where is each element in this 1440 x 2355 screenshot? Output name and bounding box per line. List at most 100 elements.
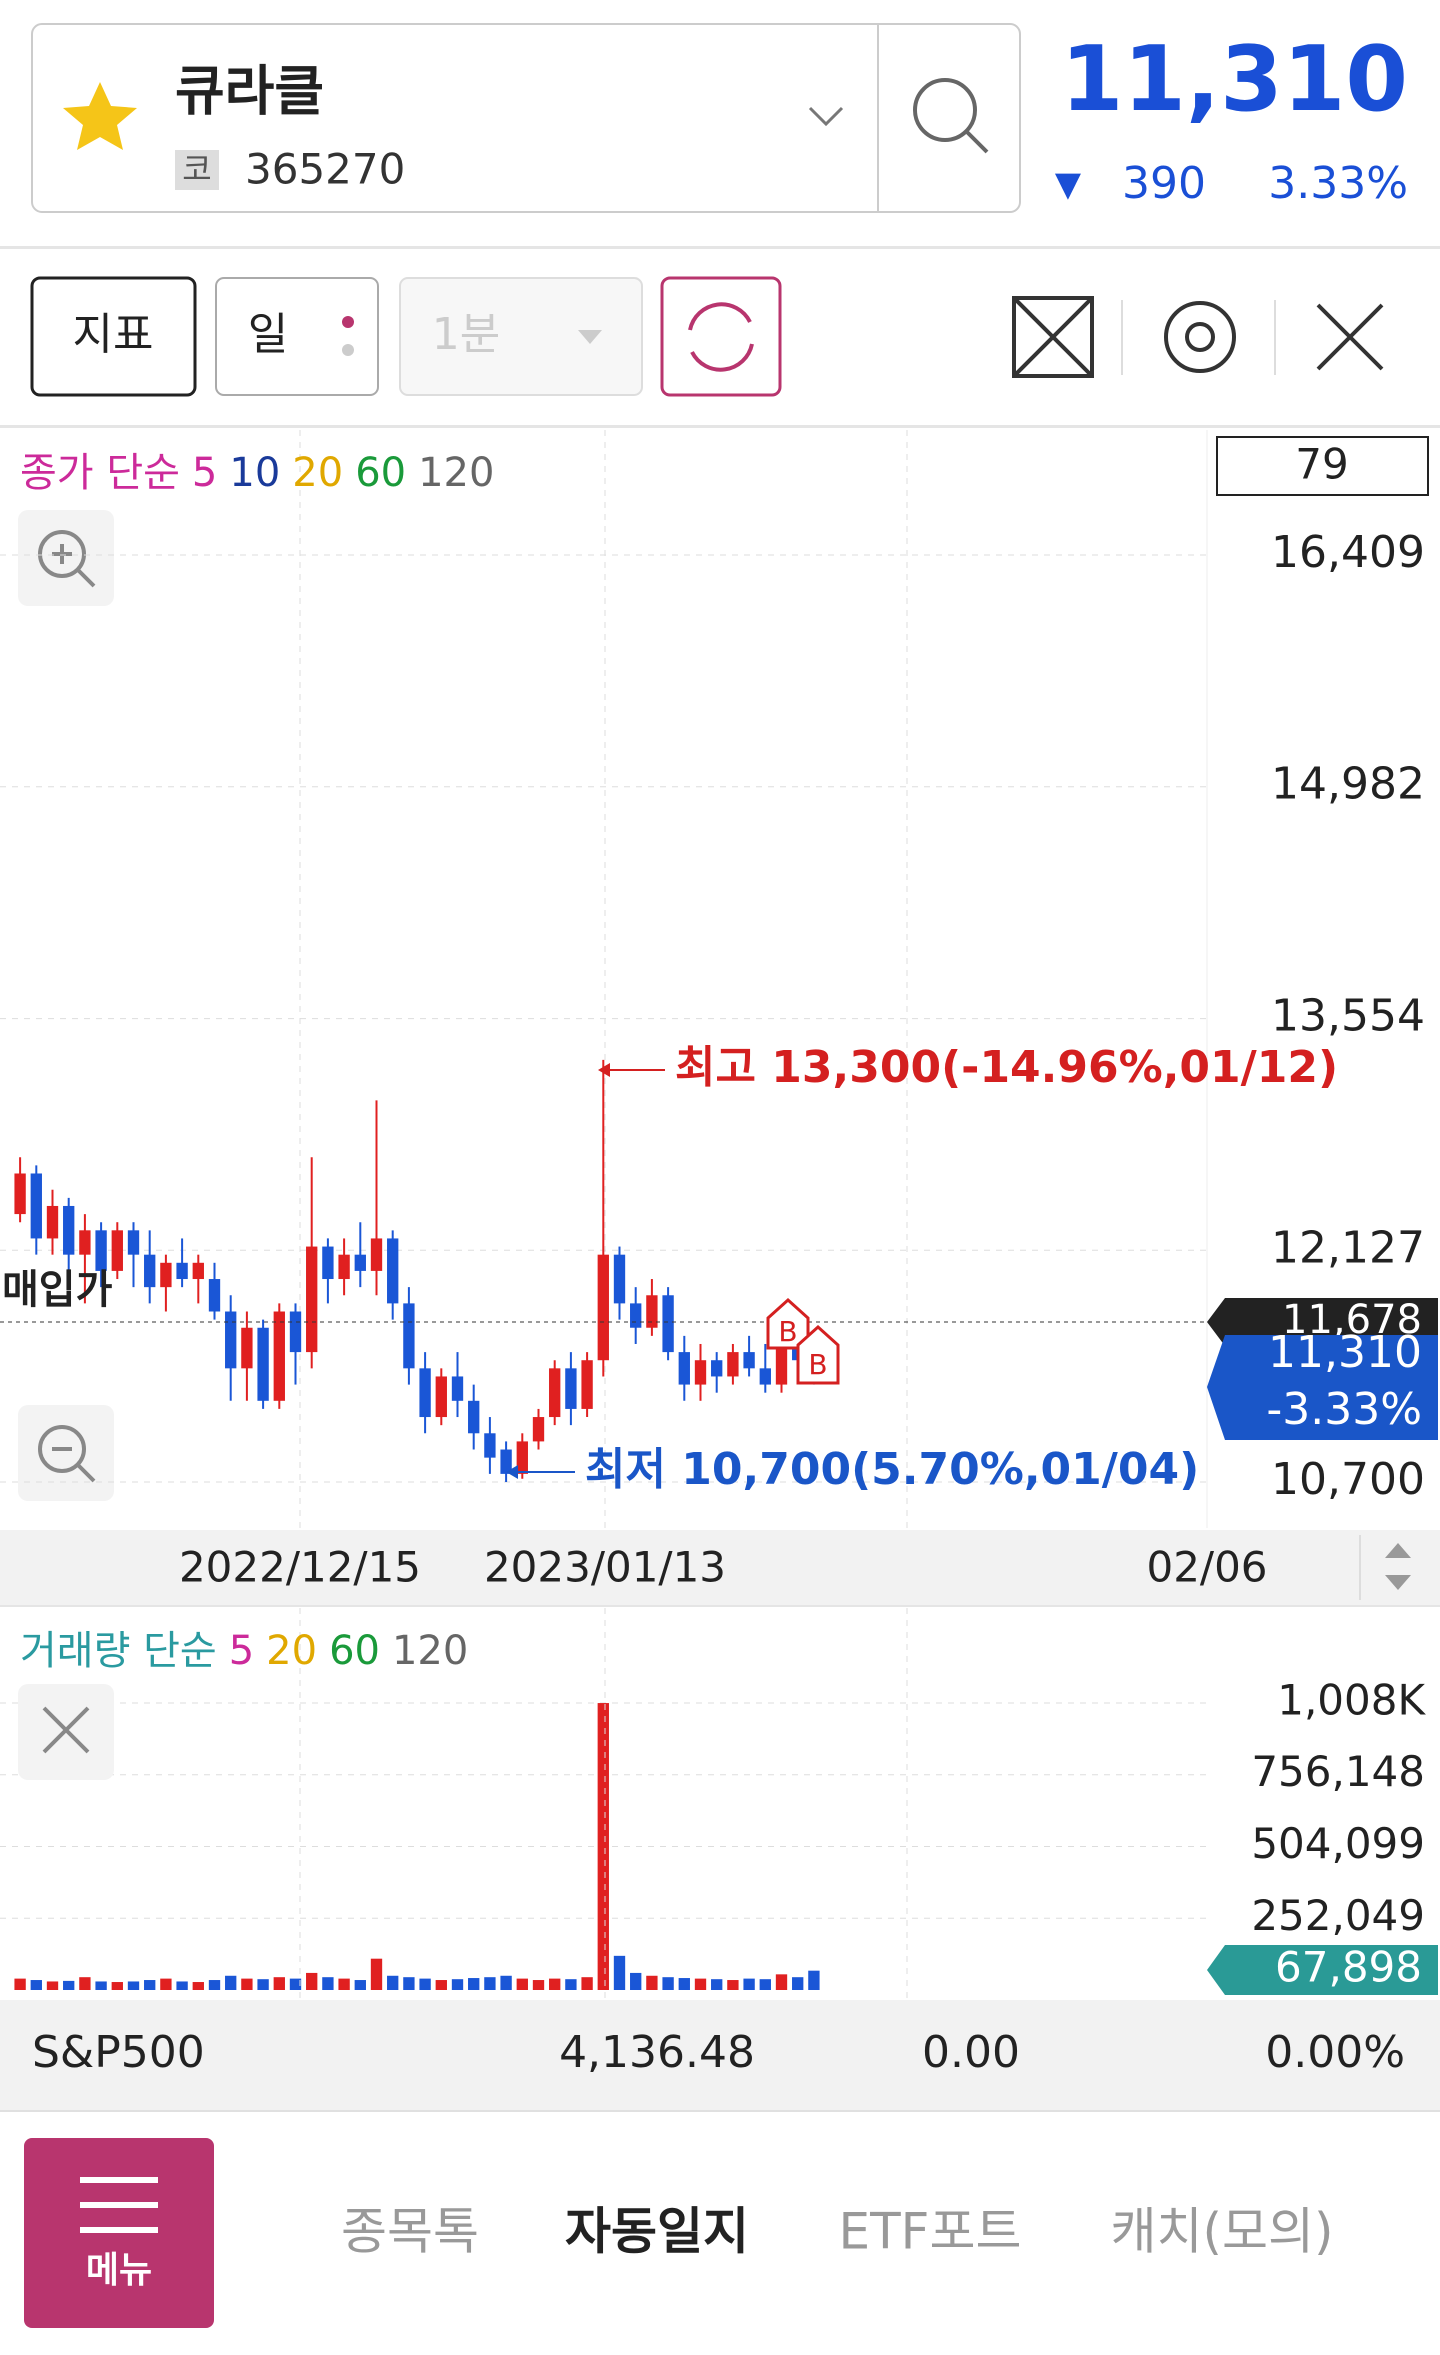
scroll-arrows[interactable] [1385,1543,1411,1590]
index-change: 0.00 [922,2027,1020,2078]
volume-bar [111,1982,123,1990]
candle-body [14,1173,26,1215]
candle-body [678,1352,690,1385]
volume-bar [192,1982,204,1990]
volume-bar [225,1975,237,1990]
volume-bar [176,1981,188,1990]
candle-body [79,1230,91,1255]
candle-body [241,1327,253,1369]
index-value: 4,136.48 [559,2027,755,2078]
volume-bar [581,1977,593,1990]
x-label: 2023/01/13 [484,1543,726,1592]
candle-body [322,1246,334,1280]
interval-label: 1분 [432,309,500,360]
zoom-out[interactable] [18,1405,114,1501]
purchase-label: 매입가 [2,1267,113,1313]
volume-bar [354,1980,366,1990]
separator [0,425,1440,428]
zoom-in[interactable] [18,510,114,606]
candle-body [354,1254,366,1271]
volume-bar [484,1977,496,1990]
candle-body [30,1173,42,1239]
y-tick-label: 16,409 [1271,527,1425,578]
volume-bar [257,1979,269,1990]
arrow-head [506,1465,518,1479]
candle-body [273,1311,285,1401]
close-volume[interactable] [18,1684,114,1780]
candle-body [338,1254,350,1280]
favorite-star[interactable] [63,82,137,150]
y-tick-label: 12,127 [1271,1222,1425,1273]
count: 79 [1295,440,1348,489]
candle-body [630,1303,642,1328]
volume-legend: 거래량 단순 5 20 60 120 [20,1628,468,1674]
index-bar[interactable] [0,2000,1440,2110]
candle-body [565,1368,577,1409]
candle-body [419,1368,431,1418]
current-volume: 67,898 [1275,1943,1422,1992]
search-icon[interactable] [913,78,977,142]
candle-body [711,1360,723,1377]
volume-bar [565,1979,577,1990]
interval-button[interactable] [399,277,643,396]
y-tick-label: 10,700 [1271,1454,1425,1505]
volume-bar [14,1978,26,1990]
volume-bar [775,1974,788,1990]
nav-tab[interactable]: 캐치(모의) [1110,2203,1333,2261]
fullscreen-icon[interactable] [1012,296,1094,378]
candle-body [532,1417,545,1442]
y-tick-label: 1,008K [1277,1676,1426,1725]
legend-item: 5 [192,450,217,496]
volume-bar [500,1975,512,1990]
candle-body [160,1262,172,1288]
y-tick-label: 252,049 [1251,1891,1425,1940]
volume-bar [451,1979,464,1990]
arrow-head [598,1063,610,1077]
candle-body [500,1449,512,1474]
separator [0,246,1440,249]
volume-bar [46,1981,59,1990]
volume-bar [338,1978,350,1990]
volume-bar [79,1977,91,1990]
y-tick-label: 504,099 [1251,1819,1425,1868]
menu-icon [80,2177,158,2233]
market-badge-bg [175,150,219,190]
current-price: 11,310 [1061,27,1408,132]
period-button[interactable] [215,277,379,396]
search-box[interactable] [31,23,1021,213]
volume-bar [241,1978,253,1990]
stock-code: 365270 [245,145,405,194]
refresh-icon [688,302,754,372]
purchase-tag [1207,1298,1438,1346]
candle-body [63,1205,75,1255]
volume-bar [727,1980,739,1990]
candle-body [370,1238,383,1271]
volume-bar [435,1980,447,1990]
buy-marker: B [796,1324,840,1385]
nav-tab[interactable]: 종목톡 [341,2203,479,2261]
dropdown-icon[interactable] [808,106,844,127]
market-badge: 코 [182,150,211,188]
refresh-button[interactable] [660,276,782,397]
volume-bar [532,1980,545,1990]
volume-bar [468,1978,480,1990]
candle-body [646,1295,658,1328]
volume-bar [630,1972,642,1990]
candle-body [192,1262,204,1280]
volume-bar [597,1703,609,1990]
candle-body [613,1254,626,1304]
low-annotation: 최저 10,700(5.70%,01/04) [585,1444,1199,1495]
volume-bar [289,1978,302,1990]
indicator-button[interactable] [30,276,197,397]
settings-icon[interactable] [1164,301,1236,373]
candle-body [484,1433,496,1458]
volume-bar [95,1981,107,1990]
tools-icon[interactable] [1316,303,1384,371]
volume-bar [792,1977,804,1990]
index-name: S&P500 [32,2027,205,2078]
nav-tab[interactable]: ETF포트 [839,2203,1022,2261]
nav-tab[interactable]: 자동일지 [565,2203,749,2261]
volume-bar [419,1978,431,1990]
candle-body [516,1441,528,1474]
